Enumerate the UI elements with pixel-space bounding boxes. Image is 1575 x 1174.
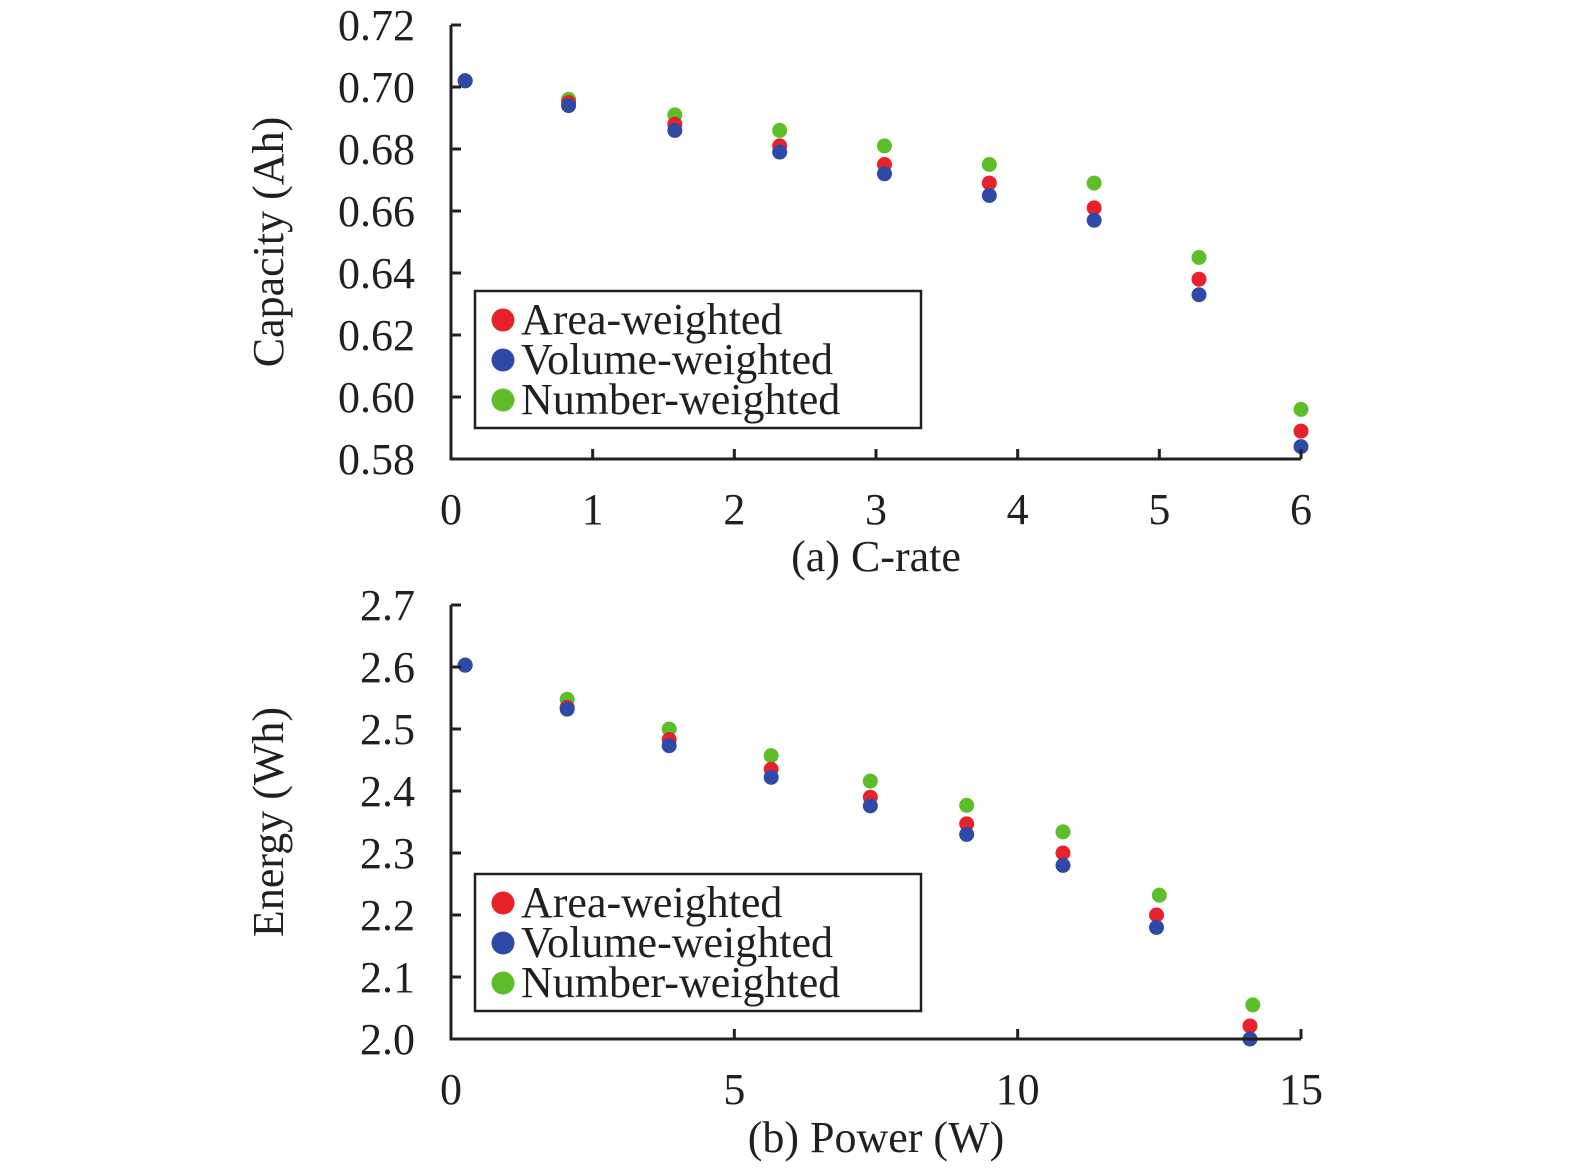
panel-b-x-tick-label: 10: [996, 1065, 1040, 1114]
panel-a-point-area-weighted: [981, 175, 997, 191]
panel-b-x-tick-label: 5: [723, 1065, 745, 1114]
panel-b-point-volume-weighted: [763, 769, 779, 785]
panel-b-legend-label-area-weighted: Area-weighted: [521, 878, 782, 927]
panel-a-point-number-weighted: [877, 138, 892, 154]
panel-a-point-area-weighted: [1191, 271, 1207, 287]
panel-a-x-ticks: 0 1 2 3 4 5 6: [440, 449, 1312, 534]
panel-a-y-tick-label: 0.72: [338, 1, 415, 50]
panel-a-legend-label-volume-weighted: Volume-weighted: [521, 335, 833, 384]
panel-b-y-tick-label: 2.5: [360, 705, 415, 754]
panel-a-point-volume-weighted: [981, 188, 997, 203]
panel-a-legend-marker-area-weighted: [491, 308, 515, 332]
panel-b-y-tick-label: 2.4: [360, 767, 415, 816]
panel-a-x-tick-label: 4: [1007, 485, 1029, 534]
panel-b-point-number-weighted: [1245, 997, 1261, 1013]
panel-b-point-area-weighted: [1055, 845, 1071, 861]
panel-a-x-tick-label: 0: [440, 485, 462, 534]
panel-b-point-number-weighted: [661, 721, 677, 737]
panel-a-point-volume-weighted: [772, 144, 788, 160]
panel-b-legend-marker-volume-weighted: [491, 931, 515, 955]
panel-a-legend-label-area-weighted: Area-weighted: [521, 295, 782, 344]
panel-a-point-volume-weighted: [1191, 287, 1207, 303]
panel-a-points: [457, 73, 1309, 455]
panel-a-point-number-weighted: [1191, 250, 1207, 265]
panel-b-legend-box: [473, 872, 923, 1013]
panel-a-point-volume-weighted: [877, 166, 892, 182]
panel-a-legend-label-number-weighted: Number-weighted: [521, 375, 840, 424]
panel-b-y-tick-label: 2.3: [360, 829, 415, 878]
panel-a-legend-box: [473, 289, 923, 430]
panel-b-legend-marker-number-weighted: [491, 971, 515, 995]
panel-b-point-area-weighted: [1149, 907, 1164, 923]
panel-b-y-tick-label: 2.2: [360, 891, 415, 940]
panel-b-x-tick-label: 0: [440, 1065, 462, 1114]
panel-a-point-volume-weighted: [457, 73, 473, 89]
panel-b-y-tick-label: 2.0: [360, 1015, 415, 1064]
panel-b-point-number-weighted: [1151, 887, 1167, 903]
panel-a-point-volume-weighted: [667, 122, 683, 138]
panel-a-y-ticks: 0.58 0.60 0.62 0.64 0.66 0.68 0.70 0.72: [338, 1, 461, 484]
panel-b-point-volume-weighted: [862, 798, 878, 814]
panel-a-x-tick-label: 2: [723, 485, 745, 534]
panel-a-point-number-weighted: [1293, 401, 1309, 417]
panel-b-point-number-weighted: [862, 773, 878, 789]
panel-a-y-tick-label: 0.66: [338, 187, 415, 236]
panel-b-x-ticks: 0 5 10 15: [440, 1029, 1323, 1114]
panel-b-x-axis-title: (b) Power (W): [748, 1113, 1005, 1162]
panel-a-point-number-weighted: [1086, 175, 1102, 191]
panel-a-x-tick-label: 6: [1290, 485, 1312, 534]
panel-b-legend: Area-weightedVolume-weightedNumber-weigh…: [473, 872, 923, 1013]
panel-b-point-number-weighted: [763, 748, 779, 764]
panel-b-point-number-weighted: [959, 797, 975, 813]
panel-b-point-number-weighted: [1055, 824, 1071, 840]
panel-b-point-area-weighted: [959, 816, 975, 832]
panel-a-x-axis-title: (a) C-rate: [791, 532, 961, 581]
panel-a-y-tick-label: 0.60: [338, 373, 415, 422]
panel-b-point-volume-weighted: [959, 826, 975, 842]
panel-a-x-tick-label: 5: [1148, 485, 1170, 534]
panel-a-point-area-weighted: [1293, 423, 1309, 439]
panel-b-y-tick-label: 2.1: [360, 953, 415, 1002]
panel-b-x-tick-label: 15: [1279, 1065, 1323, 1114]
panel-b-point-area-weighted: [1242, 1018, 1258, 1034]
panel-b-legend-label-volume-weighted: Volume-weighted: [521, 918, 833, 967]
panel-a-legend-marker-number-weighted: [491, 388, 515, 412]
panel-b-point-volume-weighted: [559, 701, 575, 717]
panel-a-y-tick-label: 0.68: [338, 125, 415, 174]
panel-b-point-volume-weighted: [1055, 857, 1071, 873]
panel-a: 0 1 2 3 4 5 6 0.58 0.60 0.62 0.64 0.66 0.68 0.70 0.72…: [244, 1, 1312, 581]
panel-a-point-area-weighted: [1086, 200, 1102, 216]
panel-b-y-axis-title: Energy (Wh): [244, 707, 293, 937]
panel-b-y-tick-label: 2.6: [360, 643, 415, 692]
panel-a-y-tick-label: 0.70: [338, 63, 415, 112]
panel-b-y-ticks: 2.0 2.1 2.2 2.3 2.4 2.5 2.6 2.7: [360, 581, 461, 1064]
panel-a-point-volume-weighted: [1086, 212, 1102, 228]
panel-b-legend-label-number-weighted: Number-weighted: [521, 958, 840, 1007]
panel-a-point-number-weighted: [772, 122, 788, 138]
panel-b-y-tick-label: 2.7: [360, 581, 415, 630]
panel-a-y-axis-title: Capacity (Ah): [244, 117, 293, 367]
panel-a-legend-marker-volume-weighted: [491, 348, 515, 372]
panel-b-point-volume-weighted: [1149, 919, 1164, 935]
panel-a-point-volume-weighted: [1293, 439, 1309, 455]
panel-a-x-tick-label: 3: [865, 485, 887, 534]
panel-a-y-tick-label: 0.64: [338, 249, 415, 298]
panel-b-point-volume-weighted: [457, 657, 473, 673]
panel-a-point-number-weighted: [981, 157, 997, 172]
panel-b-points: [457, 657, 1261, 1047]
panel-a-y-tick-label: 0.58: [338, 435, 415, 484]
panel-b: 0 5 10 15 2.0 2.1 2.2 2.3 2.4 2.5 2.6 2.7 (b) Powe…: [244, 581, 1323, 1162]
panel-a-x-tick-label: 1: [582, 485, 604, 534]
panel-a-y-tick-label: 0.62: [338, 311, 415, 360]
panel-b-legend-marker-area-weighted: [491, 891, 515, 915]
panel-b-point-volume-weighted: [661, 738, 677, 754]
panel-a-legend: Area-weightedVolume-weightedNumber-weigh…: [473, 289, 923, 430]
panel-a-point-volume-weighted: [561, 98, 577, 114]
